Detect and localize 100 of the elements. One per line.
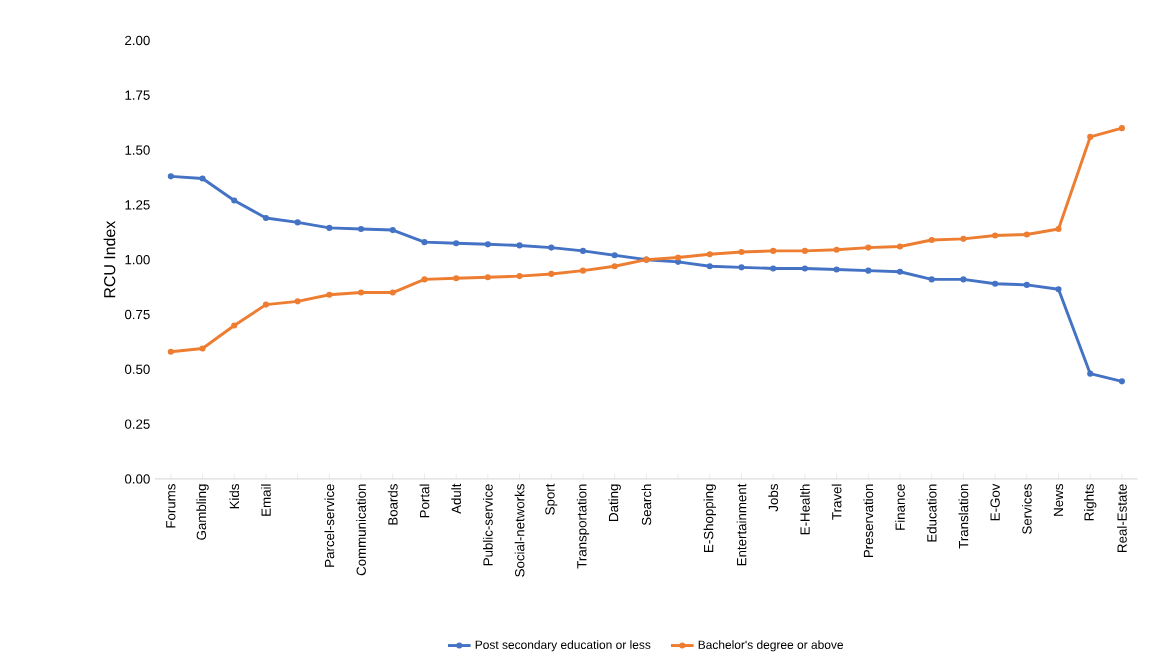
point <box>231 322 238 329</box>
x-tick-label: Jobs <box>768 484 779 512</box>
y-tick-label: 0.00 <box>124 474 150 484</box>
point <box>960 235 967 242</box>
point <box>516 273 523 280</box>
y-tick-label: 1.25 <box>125 200 150 210</box>
point <box>199 175 206 182</box>
point <box>326 224 333 231</box>
point <box>516 242 523 249</box>
point <box>262 301 269 308</box>
point <box>421 239 428 246</box>
point <box>484 241 491 248</box>
x-tick-label: Parcel-service <box>324 484 335 567</box>
y-tick-label: 0.25 <box>124 419 150 429</box>
point <box>1023 281 1030 288</box>
x-tick-label: E-Health <box>800 484 810 535</box>
point <box>548 270 555 278</box>
point <box>770 265 777 272</box>
point <box>675 258 682 265</box>
legend-label: Bachelor's degree or above <box>698 640 844 652</box>
x-tick-label: E-Gov <box>990 483 1000 521</box>
x-tick-label: Dating <box>608 484 621 521</box>
point <box>992 232 999 239</box>
point <box>738 249 745 256</box>
y-tick-label: 2.00 <box>125 35 150 46</box>
point <box>262 215 269 222</box>
point <box>389 289 396 296</box>
x-tick-label: Social-networks <box>514 484 525 577</box>
point <box>548 244 555 251</box>
x-tick-label: Communication <box>356 484 366 576</box>
x-tick-label: Services <box>1021 484 1032 534</box>
x-tick-label: Email <box>261 484 271 516</box>
x-tick-label: Gambling <box>196 484 209 540</box>
x-tick-label: Translation <box>958 484 969 549</box>
point <box>992 280 999 287</box>
x-tick-label: E-Shopping <box>703 484 716 552</box>
point <box>389 227 396 234</box>
x-tick-label: Rights <box>1084 484 1097 521</box>
point <box>1055 286 1062 293</box>
point <box>865 267 872 274</box>
point <box>770 247 777 255</box>
y-tick-label: 1.00 <box>125 255 150 265</box>
point <box>1055 225 1062 233</box>
x-tick-label: Real-Estate <box>1117 484 1127 552</box>
point <box>579 267 587 274</box>
point <box>453 275 460 282</box>
x-tick-label: Travel <box>831 484 842 520</box>
point <box>738 264 745 271</box>
x-tick-label: Forums <box>166 484 176 528</box>
point <box>611 252 618 259</box>
x-tick-label: Portal <box>419 484 430 518</box>
point <box>706 263 713 270</box>
x-tick-label: Sport <box>545 483 558 515</box>
x-tick-label: Adult <box>451 483 462 514</box>
point <box>928 276 935 283</box>
x-tick-label: Public-service <box>482 484 493 566</box>
y-tick-label: 1.50 <box>125 145 150 155</box>
x-tick-label: News <box>1053 484 1064 516</box>
legend-label: Post secondary education or less <box>475 640 651 652</box>
x-tick-label: Boards <box>387 484 398 525</box>
y-tick-label: 1.75 <box>125 90 150 100</box>
point <box>928 236 935 244</box>
point <box>801 265 808 272</box>
point <box>326 291 333 298</box>
point <box>294 298 301 305</box>
point <box>484 274 491 281</box>
point <box>167 348 174 355</box>
point <box>706 251 713 258</box>
y-tick-label: 0.75 <box>124 309 150 320</box>
point <box>1087 133 1094 140</box>
point <box>421 276 428 283</box>
point <box>231 197 238 204</box>
point <box>579 247 587 255</box>
point <box>833 266 840 273</box>
point <box>611 263 618 270</box>
x-tick-label: Search <box>641 484 652 526</box>
point <box>896 268 904 275</box>
point <box>1118 125 1125 132</box>
point <box>675 254 682 261</box>
point <box>960 276 967 283</box>
point <box>167 173 174 180</box>
x-tick-label: Kids <box>229 484 240 509</box>
y-tick-label: 0.50 <box>124 364 150 375</box>
point <box>801 247 808 255</box>
x-tick-label: Transportation <box>576 484 590 569</box>
x-tick-label: Entertainment <box>736 483 747 566</box>
x-tick-label: Education <box>926 484 937 542</box>
point <box>358 225 365 233</box>
point <box>896 243 904 250</box>
point <box>1087 370 1094 377</box>
point <box>1118 378 1125 385</box>
x-tick-label: Preservation <box>863 484 874 558</box>
x-tick-label: Finance <box>895 484 905 530</box>
point <box>833 246 840 253</box>
y-axis-title: RCU Index <box>103 220 116 298</box>
point <box>865 244 872 251</box>
point <box>199 345 206 352</box>
point <box>294 219 301 226</box>
point <box>358 289 365 296</box>
point <box>1023 231 1030 238</box>
